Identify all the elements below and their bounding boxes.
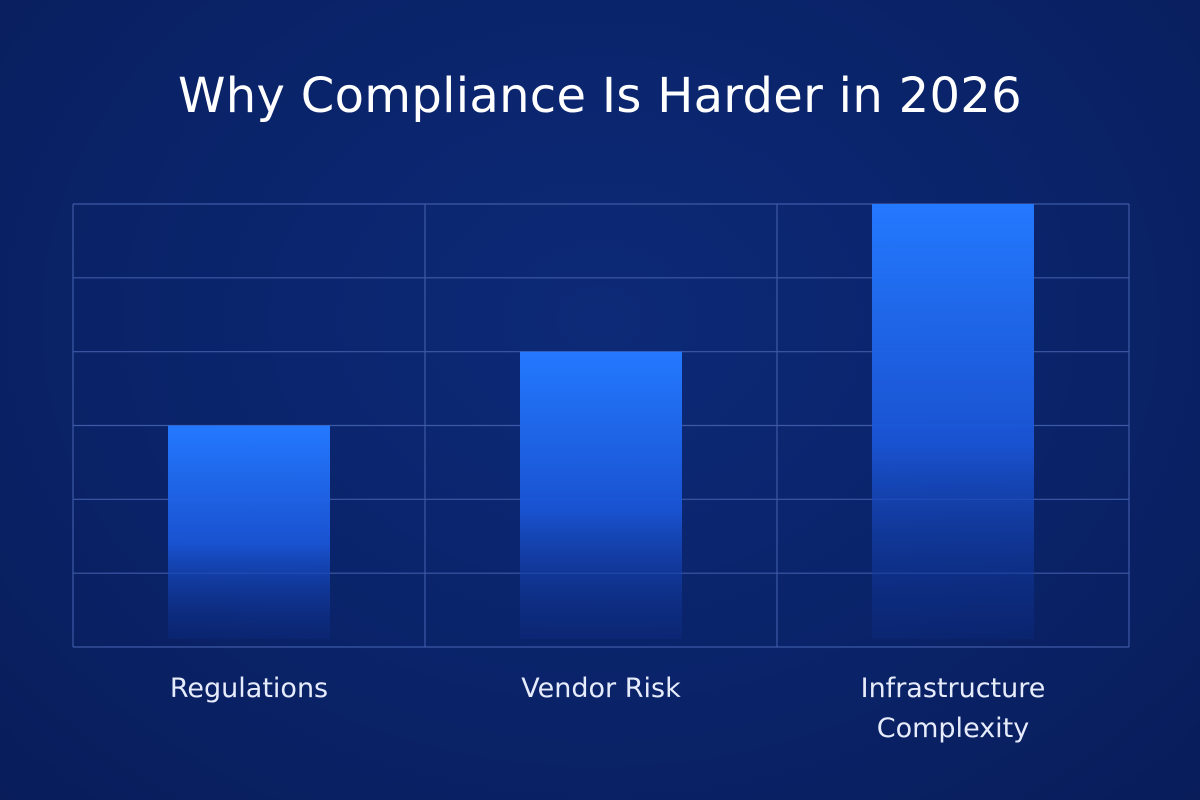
bar (872, 204, 1034, 639)
bar (168, 425, 330, 639)
bars (168, 204, 1034, 639)
x-tick-label: Vendor Risk (451, 669, 751, 709)
chart-title: Why Compliance Is Harder in 2026 (178, 68, 1022, 124)
x-tick-label-line: Regulations (169, 673, 329, 704)
x-tick-label: Regulations (99, 669, 399, 709)
x-tick-label-line: Vendor Risk (521, 673, 681, 704)
x-tick-label-line: Complexity (876, 713, 1030, 744)
x-tick-label-line: Infrastructure (860, 673, 1046, 704)
bar (520, 351, 682, 639)
x-tick-label: Infrastructure Complexity (803, 669, 1103, 749)
